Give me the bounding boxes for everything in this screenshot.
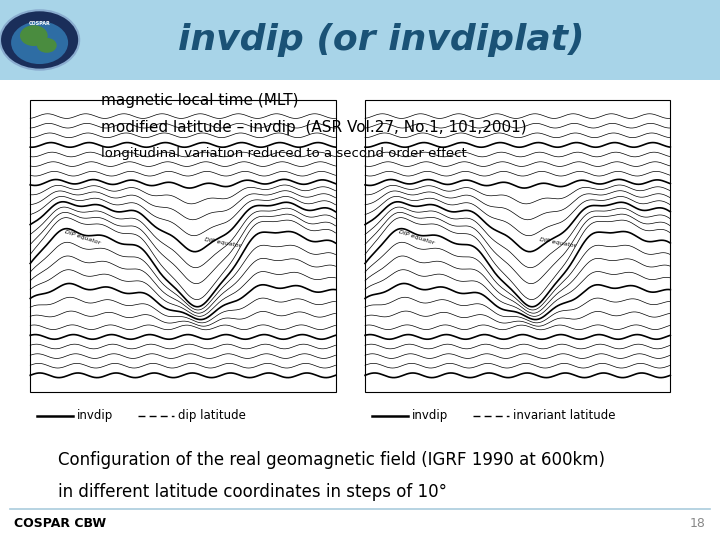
Text: DIP equator: DIP equator [539, 237, 576, 248]
Text: DIP equator: DIP equator [398, 229, 436, 245]
Circle shape [11, 21, 68, 64]
Text: COSPAR: COSPAR [29, 21, 50, 26]
Text: in different latitude coordinates in steps of 10°: in different latitude coordinates in ste… [58, 483, 446, 501]
Text: DIP equator: DIP equator [204, 237, 241, 248]
Bar [30, 100, 336, 392]
Text: DIP equator: DIP equator [63, 229, 101, 245]
Text: Configuration of the real geomagnetic field (IGRF 1990 at 600km): Configuration of the real geomagnetic fi… [58, 451, 605, 469]
Text: dip latitude: dip latitude [178, 409, 246, 422]
Text: magnetic local time (MLT): magnetic local time (MLT) [101, 93, 298, 109]
Bar [365, 100, 670, 392]
Text: invariant latitude: invariant latitude [513, 409, 615, 422]
Text: 18: 18 [690, 517, 706, 530]
Circle shape [37, 38, 57, 53]
Text: invdip: invdip [77, 409, 113, 422]
Bar [0, 0, 720, 80]
Text: COSPAR CBW: COSPAR CBW [14, 517, 107, 530]
Text: invdip: invdip [412, 409, 448, 422]
Circle shape [20, 25, 48, 46]
Text: modified latitude – invdip  (ASR Vol.27, No.1, 101,2001): modified latitude – invdip (ASR Vol.27, … [101, 120, 526, 136]
Circle shape [0, 10, 79, 70]
Text: longitudinal variation reduced to a second order effect: longitudinal variation reduced to a seco… [101, 147, 467, 160]
Text: invdip (or invdiplat): invdip (or invdiplat) [179, 23, 585, 57]
